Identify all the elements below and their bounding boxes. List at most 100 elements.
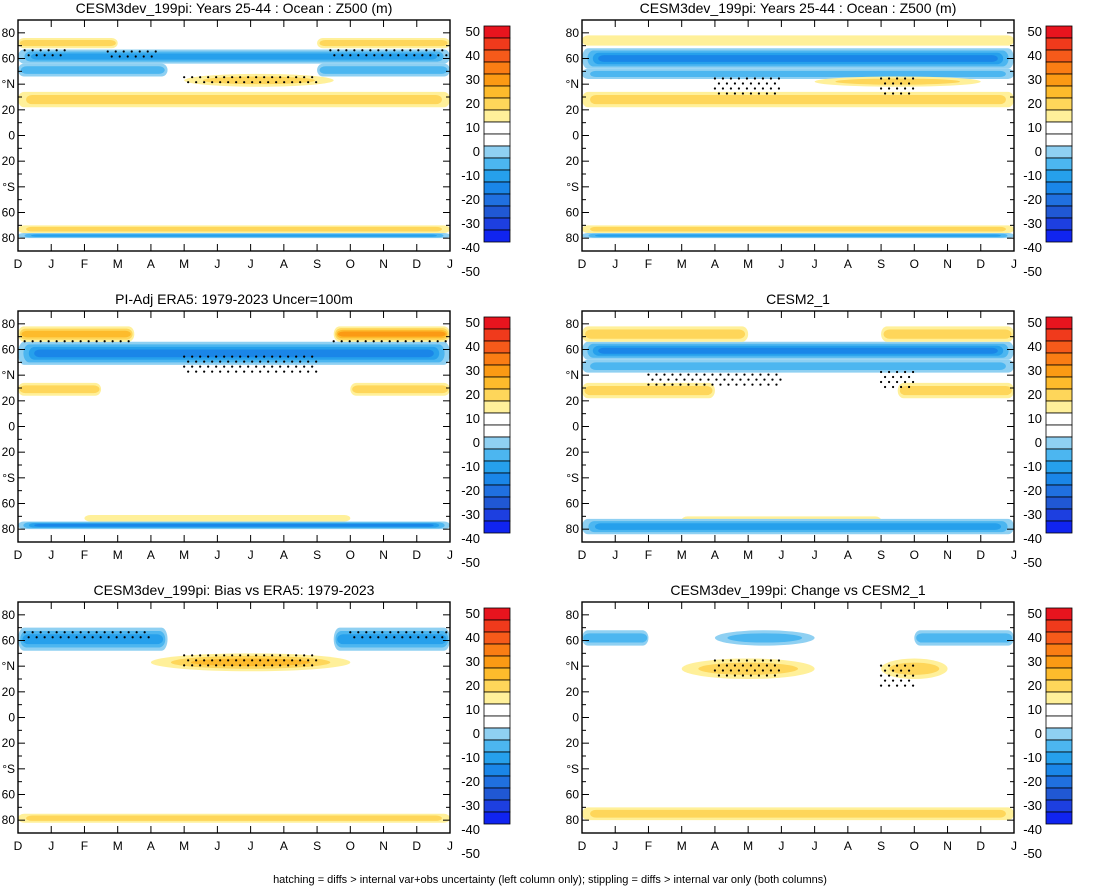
colorbar-label: -10 — [461, 750, 480, 765]
stipple-dot — [911, 684, 915, 687]
stipple-dot — [307, 360, 310, 363]
stipple-dot — [417, 49, 420, 52]
stipple-dot — [150, 55, 153, 58]
x-tick-label: A — [280, 257, 288, 271]
stipple-dot — [191, 355, 194, 358]
colorbar-swatch — [1045, 388, 1073, 402]
stipple-dot — [119, 631, 122, 634]
stipple-dot — [741, 92, 745, 95]
y-tick-label: 20 — [2, 154, 16, 168]
colorbar-swatch — [1045, 715, 1073, 729]
stipple-dot — [239, 664, 242, 667]
colorbar-label: 50 — [466, 315, 480, 330]
stipple-dot — [445, 54, 448, 57]
colorbar-label: 50 — [1028, 24, 1042, 39]
stipple-dot — [263, 355, 266, 358]
colorbar-swatch — [483, 763, 511, 777]
stipple-dot — [723, 378, 726, 381]
colorbar-swatch — [483, 364, 511, 378]
stipple-dot — [887, 684, 891, 687]
stipple-dot — [114, 50, 117, 53]
stipple-dot — [47, 49, 50, 52]
x-tick-label: M — [113, 257, 123, 271]
colorbar-swatch — [483, 73, 511, 87]
colorbar-swatch — [1045, 328, 1073, 342]
stipple-dot — [739, 378, 742, 381]
colorbar-swatch — [483, 460, 511, 474]
stipple-dot — [275, 370, 278, 373]
stipple-dot — [195, 370, 198, 373]
colorbar-swatch — [1045, 619, 1073, 633]
stipple-dot — [126, 55, 129, 58]
y-tick-label: 60 — [566, 52, 580, 66]
colorbar-label: 40 — [1028, 339, 1042, 354]
stipple-dot — [255, 365, 258, 368]
stipple-dot — [315, 659, 318, 662]
stipple-dot — [761, 77, 765, 80]
stipple-dot — [255, 355, 258, 358]
stipple-dot — [311, 365, 314, 368]
stipple-dot — [741, 82, 745, 85]
stipple-dot — [651, 378, 654, 381]
stipple-dot — [255, 654, 258, 657]
stipple-dot — [299, 659, 302, 662]
y-tick-label: 0 — [572, 420, 579, 434]
stipple-dot — [47, 631, 50, 634]
x-tick-label: J — [447, 548, 453, 562]
stipple-dot — [883, 669, 887, 672]
stipple-dot — [404, 340, 407, 343]
x-tick-label: J — [778, 257, 784, 271]
stipple-dot — [130, 50, 133, 53]
stipple-dot — [147, 636, 150, 639]
stipple-dot — [777, 87, 781, 90]
stipple-dot — [239, 76, 242, 79]
stipple-dot — [79, 340, 82, 343]
stipple-dot — [695, 373, 698, 376]
x-tick-label: A — [844, 839, 852, 853]
x-tick-label: J — [612, 839, 618, 853]
stipple-dot — [911, 87, 915, 90]
colorbar-swatch — [483, 727, 511, 741]
contour-fill — [21, 330, 131, 338]
colorbar-label: -30 — [1023, 507, 1042, 522]
stipple-dot — [675, 378, 678, 381]
y-tick-label: °S — [2, 180, 15, 194]
stipple-dot — [195, 81, 198, 84]
stipple-dot — [215, 664, 218, 667]
x-tick-label: J — [248, 257, 254, 271]
stipple-dot — [717, 82, 721, 85]
y-tick-label: 80 — [566, 522, 580, 536]
stipple-dot — [725, 92, 729, 95]
colorbar-swatch — [1045, 193, 1073, 207]
x-tick-label: J — [1011, 257, 1017, 271]
colorbar-label: -40 — [1023, 531, 1042, 546]
stipple-dot — [887, 77, 891, 80]
y-tick-label: °S — [566, 471, 579, 485]
colorbar-swatch — [483, 679, 511, 693]
x-tick-label: D — [412, 257, 421, 271]
stipple-dot — [883, 82, 887, 85]
colorbar-label: 10 — [1028, 411, 1042, 426]
stipple-dot — [235, 659, 238, 662]
colorbar-swatch — [1045, 85, 1073, 99]
colorbar-swatch — [1045, 763, 1073, 777]
stipple-dot — [127, 631, 130, 634]
colorbar-label: -30 — [1023, 798, 1042, 813]
stipple-dot — [27, 54, 30, 57]
colorbar-label: 0 — [1035, 144, 1042, 159]
colorbar: 50 40 30 20 10 0 -10 -20 -30 -40 -50 — [1023, 315, 1073, 570]
stipple-dot — [445, 631, 448, 634]
stipple-dot — [409, 49, 412, 52]
stipple-dot — [287, 654, 290, 657]
stipple-dot — [279, 76, 282, 79]
stipple-dot — [717, 92, 721, 95]
stipple-dot — [773, 664, 777, 667]
stipple-dot — [769, 87, 773, 90]
x-tick-label: N — [943, 839, 952, 853]
stipple-dot — [27, 636, 30, 639]
stipple-dot — [191, 654, 194, 657]
stipple-dot — [683, 378, 686, 381]
stipple-dot — [721, 669, 725, 672]
stipple-dot — [773, 82, 777, 85]
colorbar-label: 0 — [473, 435, 480, 450]
